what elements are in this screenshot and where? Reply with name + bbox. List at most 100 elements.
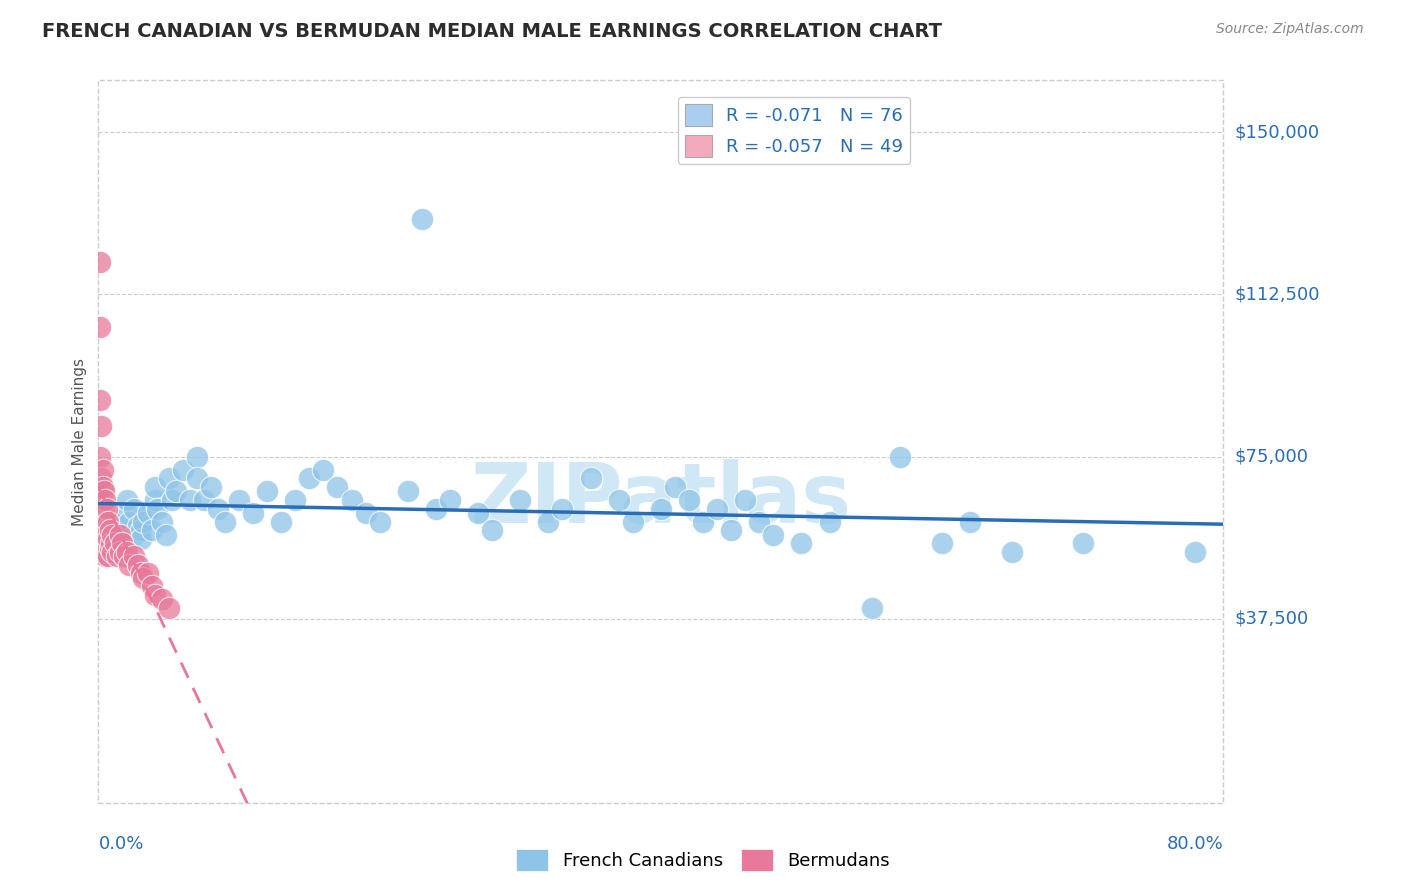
Point — [90, 515, 112, 529]
Point — [396, 484, 419, 499]
Point — [98, 541, 121, 555]
Point — [509, 492, 531, 507]
Point — [97, 523, 120, 537]
Point — [889, 450, 911, 464]
Point — [94, 527, 117, 541]
Point — [104, 536, 127, 550]
Point — [155, 527, 177, 541]
Point — [860, 601, 883, 615]
Point — [270, 515, 292, 529]
Point — [122, 501, 145, 516]
Point — [340, 492, 363, 507]
Point — [143, 492, 166, 507]
Point — [122, 549, 145, 564]
Point — [129, 566, 152, 581]
Text: ZIPatlas: ZIPatlas — [471, 458, 851, 540]
Point — [650, 501, 672, 516]
Point — [127, 519, 149, 533]
Point — [89, 255, 111, 269]
Y-axis label: Median Male Earnings: Median Male Earnings — [72, 358, 87, 525]
Point — [108, 545, 131, 559]
Point — [94, 527, 117, 541]
Point — [93, 484, 115, 499]
Point — [112, 549, 135, 564]
Text: Source: ZipAtlas.com: Source: ZipAtlas.com — [1216, 22, 1364, 37]
Point — [179, 492, 201, 507]
Point — [96, 541, 118, 555]
Point — [111, 536, 134, 550]
Point — [284, 492, 307, 507]
Point — [93, 501, 115, 516]
Point — [118, 558, 141, 572]
Point — [368, 515, 391, 529]
Point — [118, 515, 141, 529]
Point — [172, 463, 194, 477]
Point — [579, 471, 602, 485]
Point — [89, 393, 111, 408]
Point — [186, 471, 208, 485]
Point — [762, 527, 785, 541]
Point — [108, 527, 131, 541]
Point — [94, 549, 117, 564]
Point — [90, 492, 112, 507]
Point — [200, 480, 222, 494]
Point — [326, 480, 349, 494]
Point — [214, 515, 236, 529]
Point — [706, 501, 728, 516]
Text: $150,000: $150,000 — [1234, 123, 1319, 141]
Point — [818, 515, 841, 529]
Point — [101, 515, 124, 529]
Point — [100, 536, 122, 550]
Point — [108, 527, 131, 541]
Point — [481, 523, 503, 537]
Point — [150, 515, 173, 529]
Point — [186, 450, 208, 464]
Point — [242, 506, 264, 520]
Point — [1184, 545, 1206, 559]
Point — [132, 571, 155, 585]
Point — [439, 492, 461, 507]
Point — [537, 515, 560, 529]
Point — [94, 492, 117, 507]
Point — [129, 523, 152, 537]
Point — [101, 532, 124, 546]
Point — [150, 592, 173, 607]
Point — [101, 545, 124, 559]
Point — [959, 515, 981, 529]
Point — [141, 523, 163, 537]
Point — [136, 566, 159, 581]
Legend: French Canadians, Bermudans: French Canadians, Bermudans — [509, 842, 897, 879]
Point — [104, 536, 127, 550]
Text: $37,500: $37,500 — [1234, 610, 1309, 628]
Point — [141, 579, 163, 593]
Text: 80.0%: 80.0% — [1167, 835, 1223, 854]
Point — [790, 536, 813, 550]
Point — [160, 492, 183, 507]
Point — [97, 549, 120, 564]
Point — [97, 532, 120, 546]
Point — [146, 501, 169, 516]
Point — [931, 536, 953, 550]
Point — [298, 471, 321, 485]
Point — [132, 515, 155, 529]
Text: $75,000: $75,000 — [1234, 448, 1309, 466]
Point — [101, 519, 124, 533]
Point — [312, 463, 335, 477]
Point — [425, 501, 447, 516]
Point — [692, 515, 714, 529]
Point — [91, 523, 114, 537]
Point — [101, 527, 124, 541]
Point — [621, 515, 644, 529]
Point — [94, 515, 117, 529]
Point — [228, 492, 250, 507]
Point — [115, 492, 138, 507]
Point — [354, 506, 377, 520]
Point — [105, 549, 128, 564]
Point — [256, 484, 278, 499]
Point — [678, 492, 700, 507]
Point — [143, 480, 166, 494]
Point — [98, 523, 121, 537]
Point — [129, 532, 152, 546]
Legend: R = -0.071   N = 76, R = -0.057   N = 49: R = -0.071 N = 76, R = -0.057 N = 49 — [678, 96, 911, 164]
Point — [551, 501, 574, 516]
